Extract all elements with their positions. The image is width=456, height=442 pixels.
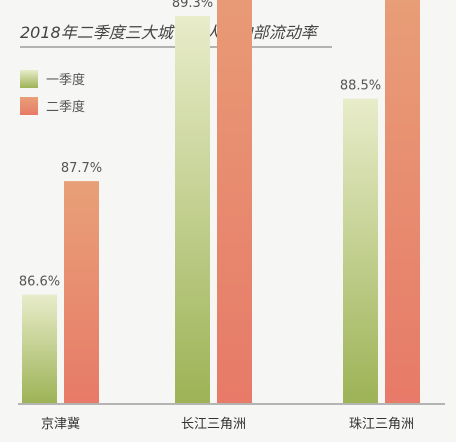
bar-q1-0 [22,294,57,403]
bars-group: 86.6%87.7%京津冀89.3%90.2%长江三角洲88.5%89.7%珠江… [19,0,420,432]
data-label-q1-2: 88.5% [340,79,381,94]
bar-q2-1 [217,0,252,404]
x-tick-label-1: 长江三角洲 [181,417,246,432]
bar-q1-1 [175,16,210,403]
legend-label-q1: 一季度 [46,72,85,88]
x-tick-label-2: 珠江三角洲 [349,417,414,432]
data-label-q2-0: 87.7% [61,161,102,176]
bar-q2-0 [64,181,99,403]
data-label-q1-0: 86.6% [19,275,60,290]
data-label-q1-1: 89.3% [172,0,213,11]
legend-swatch-q1 [20,70,38,88]
x-tick-label-0: 京津冀 [41,416,80,432]
legend-label-q2: 二季度 [46,99,85,115]
legend-swatch-q2 [20,97,38,115]
chart-title: 2018年二季度三大城市群人才内部流动率 [20,23,320,42]
bar-q2-2 [385,0,420,403]
bar-q1-2 [343,98,378,403]
legend: 一季度 二季度 [20,70,85,115]
